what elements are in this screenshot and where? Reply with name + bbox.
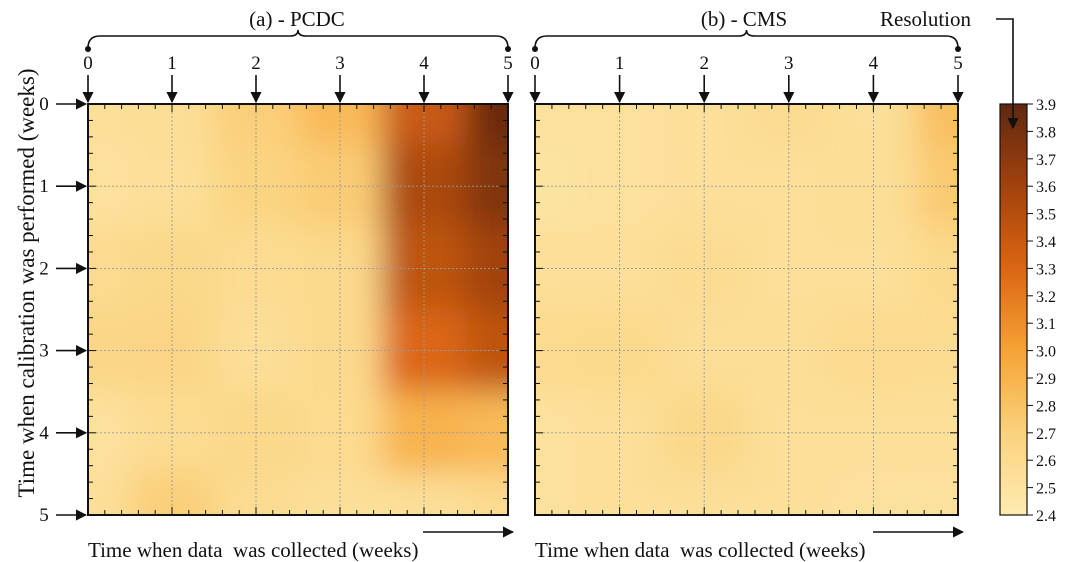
heatmap-cell xyxy=(88,104,130,146)
x-tick-label: 4 xyxy=(419,53,429,74)
colorbar-tick-label: 3.3 xyxy=(1036,261,1056,278)
colorbar-tick-label: 2.4 xyxy=(1036,508,1056,525)
colorbar-label-arrow xyxy=(996,18,1019,130)
heatmap-cell xyxy=(915,473,958,515)
x-tick-label: 2 xyxy=(251,53,261,74)
colorbar: 2.4 2.5 2.6 2.7 2.8 2.9 3.0 3.1 3.2 3.3 3.4 3.5 3.6 3… xyxy=(999,97,1056,525)
colorbar-label: Resolution xyxy=(880,7,972,31)
colorbar-tick-label: 2.8 xyxy=(1036,398,1056,415)
y-tick-label: 4 xyxy=(39,423,49,444)
x-tick-label: 5 xyxy=(953,53,963,74)
y-tick-label: 2 xyxy=(39,258,49,279)
y-tick-label: 0 xyxy=(39,94,49,115)
y-tick-label: 5 xyxy=(39,505,49,526)
x-tick-label: 2 xyxy=(699,53,709,74)
panel-a-x-axis-label: Time when data was collected (weeks) xyxy=(88,538,418,562)
x-tick-label: 4 xyxy=(869,53,879,74)
x-tick-label: 0 xyxy=(530,53,540,74)
brace-end-dot xyxy=(85,46,91,52)
panel-a-heatmap: 0 1 2 3 4 5 0 1 2 3 4 5 xyxy=(39,29,515,538)
y-axis-label: Time when calibration was performed (wee… xyxy=(14,69,39,498)
colorbar-tick-label: 3.7 xyxy=(1036,152,1056,169)
x-tick-label: 3 xyxy=(784,53,794,74)
heatmap-cell xyxy=(535,104,578,146)
colorbar-tick-label: 3.5 xyxy=(1036,207,1056,224)
panel-a-title: (a) - PCDC xyxy=(249,7,345,31)
y-tick-label: 3 xyxy=(39,341,49,362)
panel-b-title: (b) - CMS xyxy=(701,7,787,31)
heatmap-cell xyxy=(915,104,958,146)
colorbar-tick-label: 3.0 xyxy=(1036,344,1056,361)
colorbar-tick-label: 3.9 xyxy=(1036,97,1056,114)
top-axis-brace xyxy=(534,29,959,49)
x-tick-label: 0 xyxy=(83,53,93,74)
colorbar-tick-label: 2.9 xyxy=(1036,371,1056,388)
colorbar-tick-label: 3.4 xyxy=(1036,234,1056,251)
brace-end-dot xyxy=(532,46,538,52)
panel-b-x-axis-label: Time when data was collected (weeks) xyxy=(535,538,865,562)
plot-frame xyxy=(87,103,509,516)
colorbar-tick-label: 2.6 xyxy=(1036,453,1056,470)
colorbar-tick-label: 2.7 xyxy=(1036,426,1056,443)
heatmap-cell xyxy=(466,104,508,146)
colorbar-tick-label: 3.2 xyxy=(1036,289,1056,306)
panel-b-heatmap: 0 1 2 3 4 5 xyxy=(529,29,965,538)
colorbar-gradient xyxy=(999,103,1028,516)
y-tick-label: 1 xyxy=(39,176,49,197)
heatmap-cell xyxy=(88,473,130,515)
heatmap-cell xyxy=(466,473,508,515)
plot-frame xyxy=(534,103,959,516)
colorbar-tick-label: 3.1 xyxy=(1036,316,1056,333)
x-tick-label: 5 xyxy=(503,53,513,74)
x-tick-label: 3 xyxy=(335,53,345,74)
brace-end-dot xyxy=(955,46,961,52)
brace-end-dot xyxy=(505,46,511,52)
colorbar-tick-label: 2.5 xyxy=(1036,481,1056,498)
colorbar-tick-label: 3.8 xyxy=(1036,124,1056,141)
heatmap-cell xyxy=(535,473,578,515)
x-tick-label: 1 xyxy=(167,53,177,74)
x-tick-label: 1 xyxy=(615,53,625,74)
colorbar-tick-label: 3.6 xyxy=(1036,179,1056,196)
top-axis-brace xyxy=(87,29,509,49)
